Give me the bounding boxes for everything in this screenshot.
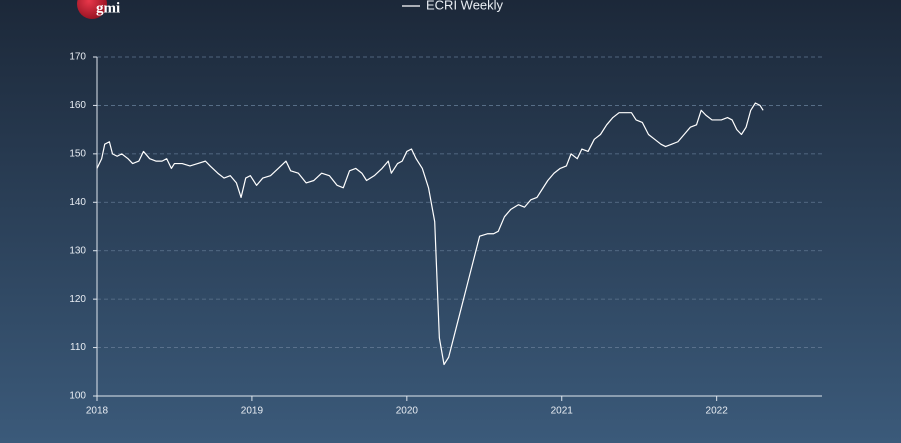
x-tick-label: 2019 (241, 406, 264, 417)
y-tick-label: 120 (69, 294, 86, 305)
y-tick-label: 110 (70, 342, 86, 353)
legend-label: ECRI Weekly (426, 0, 504, 12)
data-line (96, 102, 764, 366)
x-tick-label: 2021 (551, 406, 574, 417)
x-tick-label: 2018 (86, 406, 109, 417)
y-tick-label: 160 (69, 100, 86, 111)
y-tick-label: 150 (69, 148, 86, 159)
y-tick-label: 170 (69, 52, 86, 63)
logo: gmi (96, 0, 120, 16)
x-tick-label: 2022 (706, 406, 729, 417)
x-tick-label: 2020 (396, 406, 419, 417)
y-tick-label: 100 (69, 391, 86, 402)
y-tick-label: 130 (69, 245, 86, 256)
logo-icon (77, 0, 107, 19)
y-tick-label: 140 (69, 197, 86, 208)
